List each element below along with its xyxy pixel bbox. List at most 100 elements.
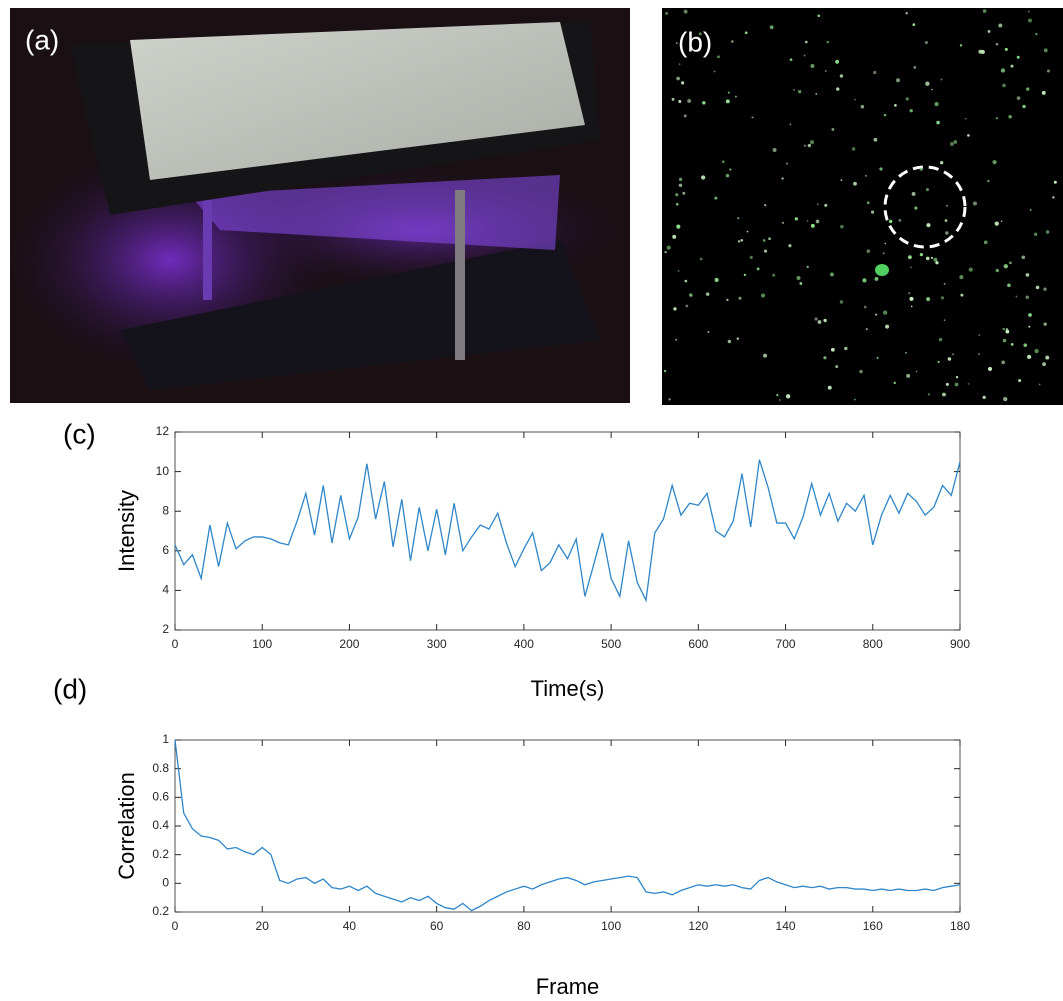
speck xyxy=(664,251,667,254)
speck xyxy=(1018,379,1022,383)
x-axis-title: Time(s) xyxy=(531,676,605,701)
speck xyxy=(665,12,669,15)
speck xyxy=(794,217,799,221)
y-tick-label: 0.2 xyxy=(152,847,169,861)
speck xyxy=(919,253,924,257)
x-axis-title: Frame xyxy=(536,974,600,999)
speck xyxy=(913,65,917,69)
speck xyxy=(726,298,729,302)
speck xyxy=(666,245,671,250)
speck xyxy=(980,49,985,55)
speck xyxy=(673,307,677,311)
speck xyxy=(676,76,680,81)
speck xyxy=(911,192,916,196)
speck xyxy=(876,356,879,359)
speck xyxy=(992,160,997,165)
speck xyxy=(998,23,1003,28)
speck xyxy=(1046,69,1050,73)
speck xyxy=(936,120,940,125)
speck xyxy=(884,242,887,245)
speck xyxy=(995,43,999,46)
speck xyxy=(769,25,774,30)
speck xyxy=(939,161,944,165)
speck xyxy=(839,74,844,78)
speck xyxy=(768,237,771,241)
speck xyxy=(799,282,803,285)
speck xyxy=(1043,48,1048,53)
speck xyxy=(803,54,806,57)
speck xyxy=(964,117,967,120)
speck xyxy=(785,162,788,165)
plot-area xyxy=(174,431,961,631)
speck xyxy=(781,221,785,224)
x-tick-label: 900 xyxy=(950,637,970,651)
speck xyxy=(675,202,679,206)
speck xyxy=(870,210,875,214)
speck xyxy=(1010,343,1014,346)
speck xyxy=(894,104,897,107)
speck xyxy=(677,269,680,272)
speck xyxy=(1021,255,1026,260)
speck xyxy=(744,31,748,35)
speck xyxy=(810,64,815,69)
speck xyxy=(952,353,954,356)
speck xyxy=(675,193,679,197)
speck xyxy=(805,40,808,44)
speck-cluster xyxy=(875,264,889,276)
speck xyxy=(844,346,848,351)
speck xyxy=(863,305,867,309)
speck xyxy=(910,305,913,308)
speck xyxy=(781,177,784,180)
speck xyxy=(943,319,946,321)
speck xyxy=(873,70,877,75)
x-tick-label: 700 xyxy=(776,637,796,651)
speck xyxy=(865,328,868,331)
y-tick-label: 4 xyxy=(162,583,169,597)
speck xyxy=(836,87,840,91)
speck xyxy=(785,394,791,399)
speck xyxy=(678,63,681,66)
panel-label: (b) xyxy=(678,26,712,57)
speck xyxy=(835,59,840,64)
speck xyxy=(853,398,856,401)
y-tick-label: 12 xyxy=(156,424,170,438)
speck xyxy=(915,370,918,373)
speck xyxy=(1026,87,1030,91)
speck xyxy=(1010,64,1014,68)
x-tick-label: 160 xyxy=(863,919,883,933)
speck xyxy=(678,177,683,181)
y-tick-label: 8 xyxy=(162,503,169,517)
speck xyxy=(994,221,999,226)
speck xyxy=(725,173,730,178)
speck xyxy=(926,223,931,228)
speck xyxy=(810,140,815,145)
speck xyxy=(797,89,802,94)
speck xyxy=(1043,287,1047,291)
speck xyxy=(995,268,999,273)
speck xyxy=(912,23,916,27)
speck xyxy=(931,88,933,91)
speck xyxy=(1002,83,1006,88)
speck xyxy=(675,338,678,341)
speck xyxy=(761,293,766,298)
y-tick-label: 2 xyxy=(162,622,169,636)
speck xyxy=(946,204,948,207)
speck xyxy=(827,385,832,390)
y-tick-label: 1 xyxy=(162,732,169,746)
speck xyxy=(668,398,671,401)
speck xyxy=(1025,295,1029,299)
speck xyxy=(1002,338,1007,343)
speck xyxy=(1016,55,1020,59)
speck xyxy=(885,324,890,329)
speck xyxy=(945,231,949,235)
speck xyxy=(968,267,973,272)
speck xyxy=(663,369,667,373)
speck xyxy=(702,101,706,105)
x-tick-label: 300 xyxy=(427,637,447,651)
speck xyxy=(682,191,686,195)
speck xyxy=(853,181,857,186)
speck xyxy=(907,255,912,260)
speck xyxy=(701,175,706,180)
speck xyxy=(817,320,822,324)
